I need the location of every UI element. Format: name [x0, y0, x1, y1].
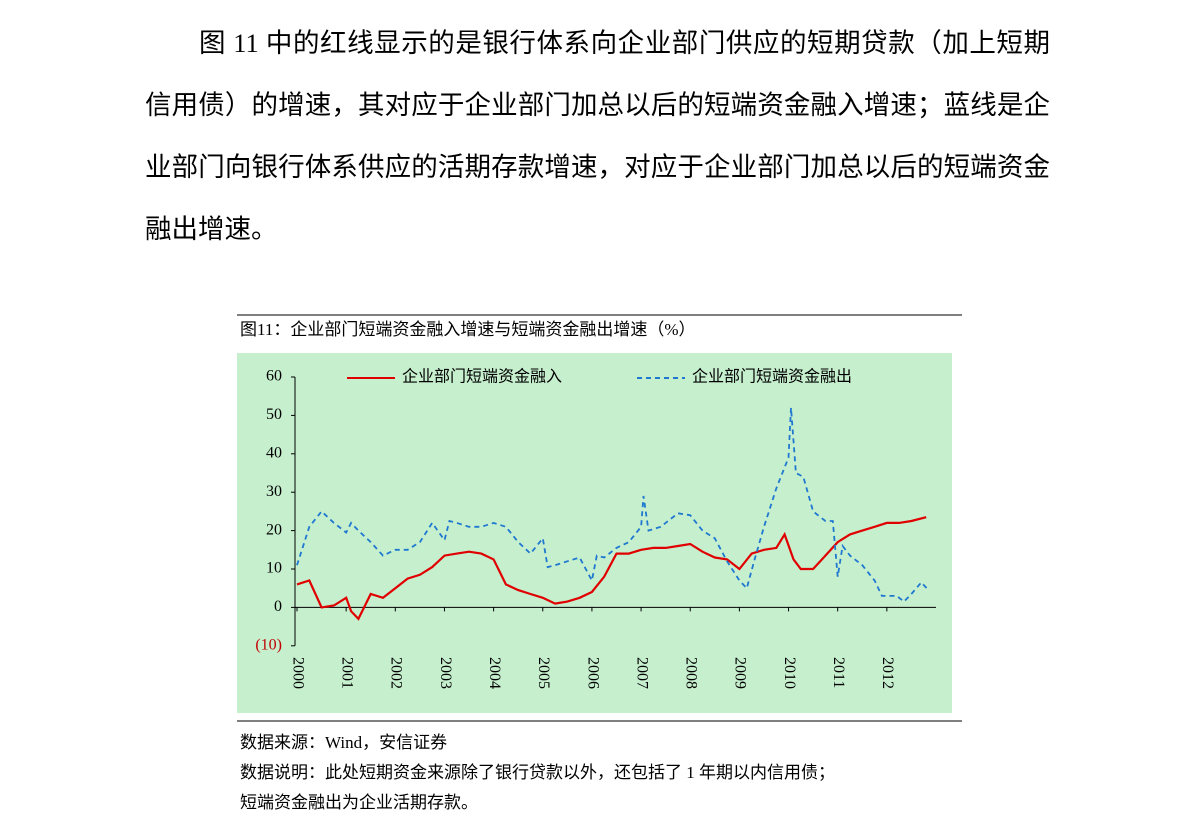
y-tick-label: (10) — [255, 636, 282, 653]
paragraph: 图 11 中的红线显示的是银行体系向企业部门供应的短期贷款（加上短期信用债）的增… — [145, 28, 1050, 244]
x-tick-label: 2001 — [338, 657, 355, 689]
x-tick-label: 2005 — [535, 657, 552, 689]
x-tick-label: 2010 — [781, 657, 798, 689]
y-tick-label: 0 — [274, 598, 282, 615]
series-line — [296, 407, 930, 603]
source: 数据来源：Wind，安信证券 — [240, 733, 448, 752]
x-tick-label: 2011 — [830, 657, 847, 688]
x-tick-label: 2007 — [633, 657, 650, 689]
x-tick-label: 2008 — [683, 657, 700, 689]
y-tick-label: 20 — [266, 521, 282, 538]
y-tick-label: 10 — [266, 560, 282, 577]
x-tick-label: 2004 — [486, 657, 503, 689]
note: 短端资金融出为企业活期存款。 — [240, 793, 478, 812]
x-tick-label: 2002 — [388, 657, 405, 689]
y-tick-label: 60 — [266, 368, 282, 385]
y-tick-label: 40 — [266, 444, 282, 461]
x-tick-label: 2003 — [437, 657, 454, 689]
y-tick-label: 50 — [266, 406, 282, 423]
x-tick-label: 2012 — [879, 657, 896, 689]
series-line — [296, 516, 927, 621]
legend-label: 企业部门短端资金融出 — [692, 368, 852, 386]
x-tick-label: 2009 — [732, 657, 749, 689]
note: 数据说明：此处短期资金来源除了银行贷款以外，还包括了 1 年期以内信用债； — [240, 763, 835, 782]
plot-background — [237, 353, 952, 713]
legend-label: 企业部门短端资金融入 — [402, 368, 562, 386]
x-tick-label: 2006 — [584, 657, 601, 689]
figure-caption: 图11：企业部门短端资金融入增速与短端资金融出增速（%） — [240, 320, 696, 339]
x-tick-label: 2000 — [289, 657, 306, 689]
y-tick-label: 30 — [266, 483, 282, 500]
